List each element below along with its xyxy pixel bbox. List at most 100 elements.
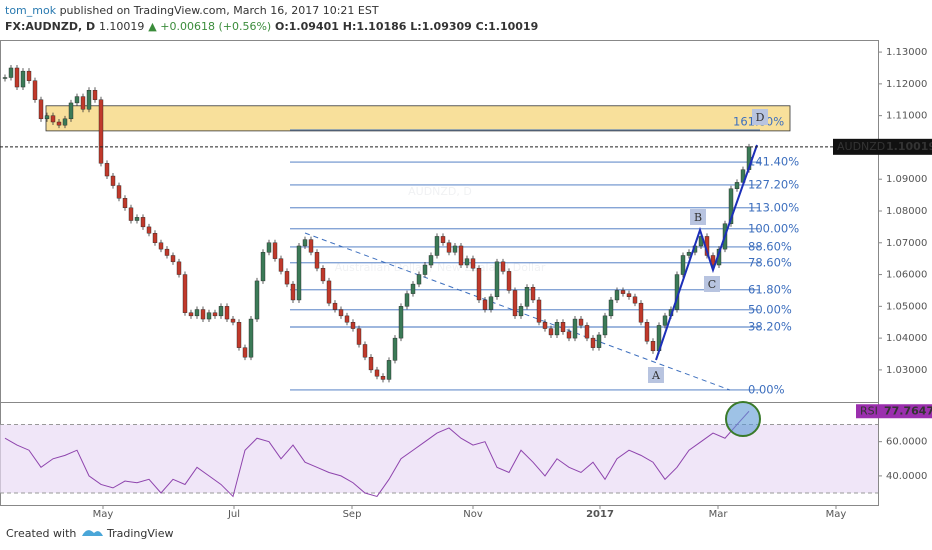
candle-body: [26, 70, 32, 81]
candle-body: [632, 296, 638, 304]
candle-body: [110, 175, 116, 186]
watermark-name: Australian Dollar / New Zealand Dollar: [335, 261, 546, 274]
annotation-box: [704, 276, 720, 292]
published: published on TradingView.com, March 16, …: [60, 4, 379, 17]
x-tick-label: Jul: [227, 509, 240, 520]
candle-body: [572, 318, 578, 339]
symbol: FX:AUDNZD, D: [5, 20, 95, 33]
annotation-label: C: [708, 278, 716, 291]
rsi-tag: [856, 404, 932, 419]
candle-body: [734, 182, 740, 189]
fib-label: 100.00%: [748, 221, 799, 235]
candle-body: [710, 255, 716, 266]
x-tick-label: 2017: [586, 509, 614, 520]
y-tick-label: 1.12000: [886, 79, 927, 90]
fib-label: 127.20%: [748, 177, 799, 191]
candle-body: [134, 217, 140, 221]
candle-body: [236, 322, 242, 348]
candle-body: [650, 341, 656, 352]
quote-line: FX:AUDNZD, D 1.10019 ▲ +0.00618 (+0.56%)…: [5, 20, 538, 33]
y-tick-label: 1.04000: [886, 333, 927, 344]
candle-body: [542, 322, 548, 329]
candle-body: [410, 283, 416, 294]
candle-body: [314, 252, 320, 269]
candle-body: [554, 322, 560, 336]
candle-body: [92, 90, 98, 100]
highlight-circle: [725, 401, 761, 437]
fib-label: 38.20%: [748, 319, 792, 333]
candle-body: [8, 67, 14, 78]
candle-body: [146, 226, 152, 234]
rsi-line: [4, 410, 750, 498]
high: H:1.10186: [343, 20, 407, 33]
candle-body: [644, 322, 650, 342]
watermark-symbol: AUDNZD, D: [408, 185, 472, 198]
candle-body: [230, 318, 236, 323]
candle-body: [482, 299, 488, 310]
candle-body: [50, 115, 56, 123]
last-price-name: AUDNZD: [837, 140, 885, 153]
candle-body: [566, 331, 572, 339]
x-tick-label: May: [93, 509, 114, 520]
candle-body: [512, 290, 518, 317]
candle-body: [452, 245, 458, 253]
candle-body: [458, 245, 464, 266]
y-tick-label: 1.03000: [886, 365, 927, 376]
candle-body: [38, 99, 44, 120]
candle-body: [344, 315, 350, 323]
candle-body: [104, 163, 110, 177]
candle-body: [170, 255, 176, 263]
candle-body: [728, 188, 734, 224]
candle-body: [356, 328, 362, 345]
footer-created: Created with: [6, 527, 76, 540]
candle-body: [194, 309, 200, 317]
candle-body: [422, 264, 428, 275]
open: O:1.09401: [275, 20, 339, 33]
supply-zone: [45, 105, 791, 132]
candle-body: [20, 70, 26, 88]
candle-body: [320, 267, 326, 282]
candle-body: [428, 255, 434, 266]
candle-body: [662, 315, 668, 326]
candle-body: [530, 287, 536, 301]
candle-body: [368, 356, 374, 371]
candle-body: [44, 115, 50, 120]
rsi-tick-label: 60.0000: [886, 437, 927, 448]
candle-body: [56, 121, 62, 126]
candle-body: [14, 67, 20, 88]
candle-body: [602, 315, 608, 336]
rsi-tick-label: 40.0000: [886, 471, 927, 482]
candle-body: [296, 245, 302, 301]
candle-body: [158, 242, 164, 250]
trend-line: [304, 232, 731, 391]
candle-body: [242, 347, 248, 358]
candle-body: [398, 306, 404, 339]
candle-body: [224, 306, 230, 320]
candle-body: [476, 267, 482, 301]
candle-body: [302, 239, 308, 247]
y-tick-label: 1.09000: [886, 174, 927, 185]
candle-body: [680, 255, 686, 275]
rsi-band: [0, 424, 878, 494]
footer-brand[interactable]: TradingView: [106, 527, 173, 540]
candle-body: [620, 290, 626, 294]
candle-body: [128, 207, 134, 221]
candle-body: [362, 344, 368, 358]
change: ▲ +0.00618 (+0.56%): [148, 20, 271, 33]
candle-body: [446, 242, 452, 253]
fib-label: 88.60%: [748, 239, 792, 253]
fib-label: 50.00%: [748, 302, 792, 316]
y-tick-label: 1.05000: [886, 301, 927, 312]
candle-body: [248, 318, 254, 358]
low: L:1.09309: [410, 20, 472, 33]
candle-body: [560, 322, 566, 332]
candle-body: [548, 328, 554, 336]
last-price-tag: [833, 138, 932, 155]
candle-body: [164, 248, 170, 256]
abcd-path: [655, 144, 758, 361]
close: C:1.10019: [476, 20, 539, 33]
candle-body: [464, 258, 470, 266]
fib-label: 141.40%: [748, 155, 799, 169]
y-tick-label: 1.07000: [886, 238, 927, 249]
